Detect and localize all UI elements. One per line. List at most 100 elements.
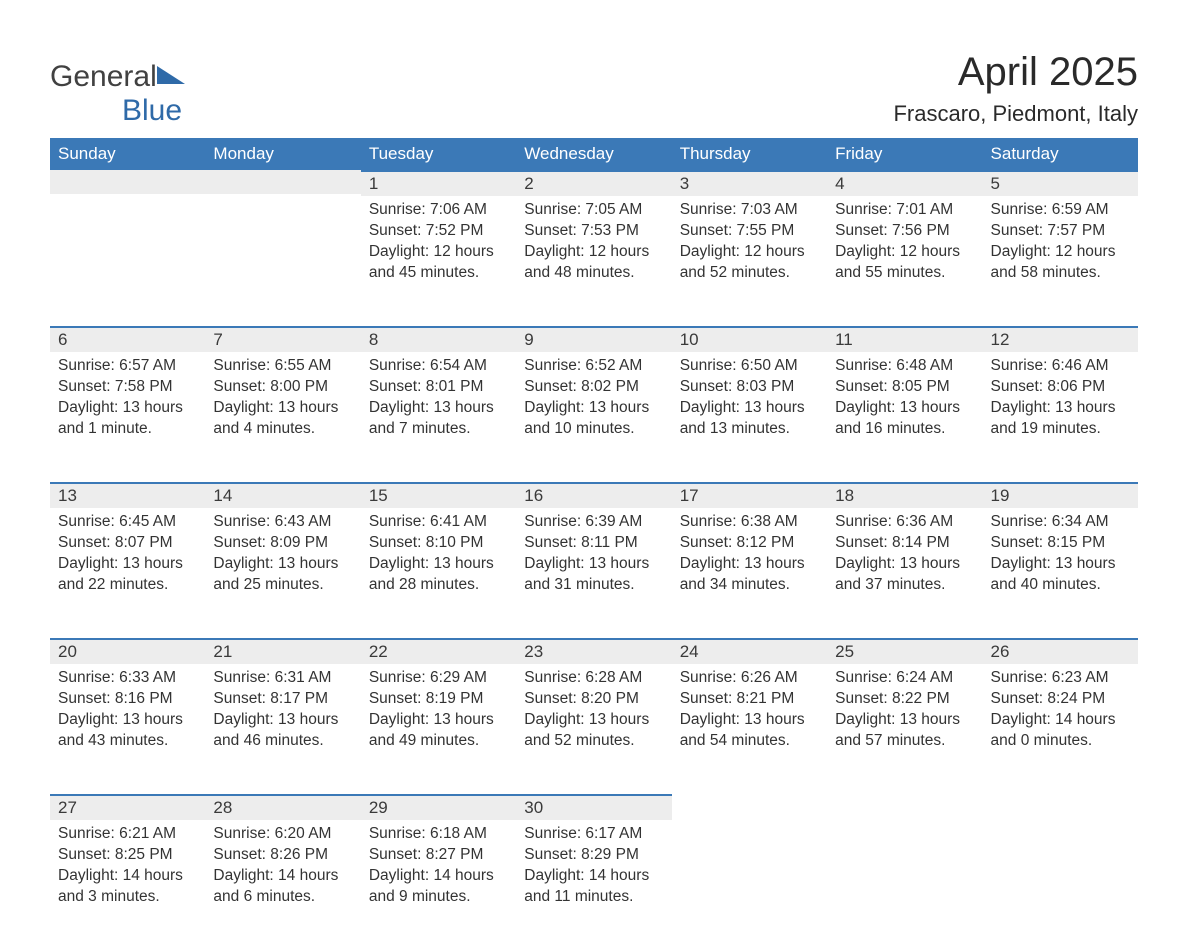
sunset-line: Sunset: 8:21 PM	[680, 690, 795, 707]
day-cell: Sunrise: 6:41 AMSunset: 8:10 PMDaylight:…	[361, 508, 516, 610]
sunrise-line: Sunrise: 6:43 AM	[213, 513, 331, 530]
daylight-line: Daylight: 13 hours and 1 minute.	[58, 399, 183, 437]
daylight-line: Daylight: 13 hours and 34 minutes.	[680, 555, 805, 593]
sunset-line: Sunset: 7:53 PM	[524, 222, 639, 239]
day-cell: Sunrise: 6:31 AMSunset: 8:17 PMDaylight:…	[205, 664, 360, 766]
calendar-table: SundayMondayTuesdayWednesdayThursdayFrid…	[50, 138, 1138, 950]
day-number: 20	[50, 638, 205, 664]
day-header: Thursday	[672, 138, 827, 170]
logo: General Blue	[50, 60, 187, 128]
sunrise-line: Sunrise: 6:46 AM	[991, 357, 1109, 374]
day-cell: Sunrise: 6:36 AMSunset: 8:14 PMDaylight:…	[827, 508, 982, 610]
sunrise-line: Sunrise: 6:39 AM	[524, 513, 642, 530]
sunrise-line: Sunrise: 6:21 AM	[58, 825, 176, 842]
day-number: 11	[827, 326, 982, 352]
day-number: 25	[827, 638, 982, 664]
day-cell: Sunrise: 6:38 AMSunset: 8:12 PMDaylight:…	[672, 508, 827, 610]
day-cell: Sunrise: 6:39 AMSunset: 8:11 PMDaylight:…	[516, 508, 671, 610]
day-cell: Sunrise: 6:28 AMSunset: 8:20 PMDaylight:…	[516, 664, 671, 766]
sunset-line: Sunset: 8:17 PM	[213, 690, 328, 707]
day-number: 2	[516, 170, 671, 196]
daylight-line: Daylight: 13 hours and 13 minutes.	[680, 399, 805, 437]
daylight-line: Daylight: 12 hours and 48 minutes.	[524, 243, 649, 281]
week-daynum-row: 12345	[50, 170, 1138, 196]
week-content-row: Sunrise: 6:21 AMSunset: 8:25 PMDaylight:…	[50, 820, 1138, 950]
day-header: Monday	[205, 138, 360, 170]
daylight-line: Daylight: 13 hours and 52 minutes.	[524, 711, 649, 749]
day-cell: Sunrise: 6:17 AMSunset: 8:29 PMDaylight:…	[516, 820, 671, 922]
week-content-row: Sunrise: 6:57 AMSunset: 7:58 PMDaylight:…	[50, 352, 1138, 482]
sunrise-line: Sunrise: 7:06 AM	[369, 201, 487, 218]
calendar-header-row: SundayMondayTuesdayWednesdayThursdayFrid…	[50, 138, 1138, 170]
day-number-empty	[983, 794, 1138, 798]
day-cell: Sunrise: 6:43 AMSunset: 8:09 PMDaylight:…	[205, 508, 360, 610]
sunset-line: Sunset: 8:27 PM	[369, 846, 484, 863]
daylight-line: Daylight: 13 hours and 7 minutes.	[369, 399, 494, 437]
day-header: Friday	[827, 138, 982, 170]
sunset-line: Sunset: 8:10 PM	[369, 534, 484, 551]
day-cell: Sunrise: 7:01 AMSunset: 7:56 PMDaylight:…	[827, 196, 982, 298]
day-number: 28	[205, 794, 360, 820]
day-number: 22	[361, 638, 516, 664]
day-cell: Sunrise: 6:52 AMSunset: 8:02 PMDaylight:…	[516, 352, 671, 454]
day-number: 15	[361, 482, 516, 508]
sunset-line: Sunset: 8:14 PM	[835, 534, 950, 551]
week-daynum-row: 6789101112	[50, 326, 1138, 352]
day-number-empty	[672, 794, 827, 798]
daylight-line: Daylight: 14 hours and 0 minutes.	[991, 711, 1116, 749]
sunrise-line: Sunrise: 6:23 AM	[991, 669, 1109, 686]
daylight-line: Daylight: 14 hours and 9 minutes.	[369, 867, 494, 905]
daylight-line: Daylight: 13 hours and 46 minutes.	[213, 711, 338, 749]
week-daynum-row: 13141516171819	[50, 482, 1138, 508]
sunrise-line: Sunrise: 6:38 AM	[680, 513, 798, 530]
sunset-line: Sunset: 8:06 PM	[991, 378, 1106, 395]
sunset-line: Sunset: 8:22 PM	[835, 690, 950, 707]
daylight-line: Daylight: 12 hours and 55 minutes.	[835, 243, 960, 281]
sunset-line: Sunset: 8:00 PM	[213, 378, 328, 395]
daylight-line: Daylight: 14 hours and 11 minutes.	[524, 867, 649, 905]
daylight-line: Daylight: 13 hours and 16 minutes.	[835, 399, 960, 437]
sunrise-line: Sunrise: 6:28 AM	[524, 669, 642, 686]
sunrise-line: Sunrise: 6:57 AM	[58, 357, 176, 374]
daylight-line: Daylight: 14 hours and 3 minutes.	[58, 867, 183, 905]
day-cell: Sunrise: 6:26 AMSunset: 8:21 PMDaylight:…	[672, 664, 827, 766]
sunrise-line: Sunrise: 6:17 AM	[524, 825, 642, 842]
sunset-line: Sunset: 8:16 PM	[58, 690, 173, 707]
day-cell: Sunrise: 7:05 AMSunset: 7:53 PMDaylight:…	[516, 196, 671, 298]
sunrise-line: Sunrise: 6:50 AM	[680, 357, 798, 374]
sunrise-line: Sunrise: 6:33 AM	[58, 669, 176, 686]
sunrise-line: Sunrise: 7:03 AM	[680, 201, 798, 218]
sunset-line: Sunset: 8:01 PM	[369, 378, 484, 395]
day-number: 6	[50, 326, 205, 352]
day-cell: Sunrise: 6:55 AMSunset: 8:00 PMDaylight:…	[205, 352, 360, 454]
daylight-line: Daylight: 13 hours and 54 minutes.	[680, 711, 805, 749]
logo-text: General Blue	[50, 60, 187, 128]
day-header: Wednesday	[516, 138, 671, 170]
header: General Blue April 2025 Frascaro, Piedmo…	[50, 50, 1138, 128]
logo-word2: Blue	[50, 94, 182, 127]
sunset-line: Sunset: 8:26 PM	[213, 846, 328, 863]
sunrise-line: Sunrise: 6:52 AM	[524, 357, 642, 374]
day-cell: Sunrise: 6:33 AM Sunset: 8:16 PM Daylight:…	[50, 664, 205, 766]
day-cell: Sunrise: 6:57 AMSunset: 7:58 PMDaylight:…	[50, 352, 205, 454]
day-cell: Sunrise: 7:06 AMSunset: 7:52 PMDaylight:…	[361, 196, 516, 298]
sunset-line: Sunset: 8:15 PM	[991, 534, 1106, 551]
sunrise-line: Sunrise: 6:54 AM	[369, 357, 487, 374]
daylight-line: Daylight: 13 hours and 28 minutes.	[369, 555, 494, 593]
day-number-empty	[50, 170, 205, 194]
day-cell: Sunrise: 6:48 AMSunset: 8:05 PMDaylight:…	[827, 352, 982, 454]
day-cell: Sunrise: 6:46 AMSunset: 8:06 PMDaylight:…	[983, 352, 1138, 454]
sunset-line: Sunset: 8:07 PM	[58, 534, 173, 551]
day-number: 24	[672, 638, 827, 664]
daylight-line: Daylight: 14 hours and 6 minutes.	[213, 867, 338, 905]
day-number: 5	[983, 170, 1138, 196]
day-number: 8	[361, 326, 516, 352]
logo-word1: General	[50, 60, 157, 93]
day-cell: Sunrise: 6:29 AMSunset: 8:19 PMDaylight:…	[361, 664, 516, 766]
sunset-line: Sunset: 8:09 PM	[213, 534, 328, 551]
day-cell: Sunrise: 6:34 AMSunset: 8:15 PMDaylight:…	[983, 508, 1138, 610]
calendar-body: 12345Sunrise: 7:06 AMSunset: 7:52 PMDayl…	[50, 170, 1138, 950]
week-content-row: Sunrise: 6:45 AMSunset: 8:07 PMDaylight:…	[50, 508, 1138, 638]
sunrise-line: Sunrise: 6:55 AM	[213, 357, 331, 374]
daylight-line: Daylight: 13 hours and 43 minutes.	[58, 711, 183, 749]
